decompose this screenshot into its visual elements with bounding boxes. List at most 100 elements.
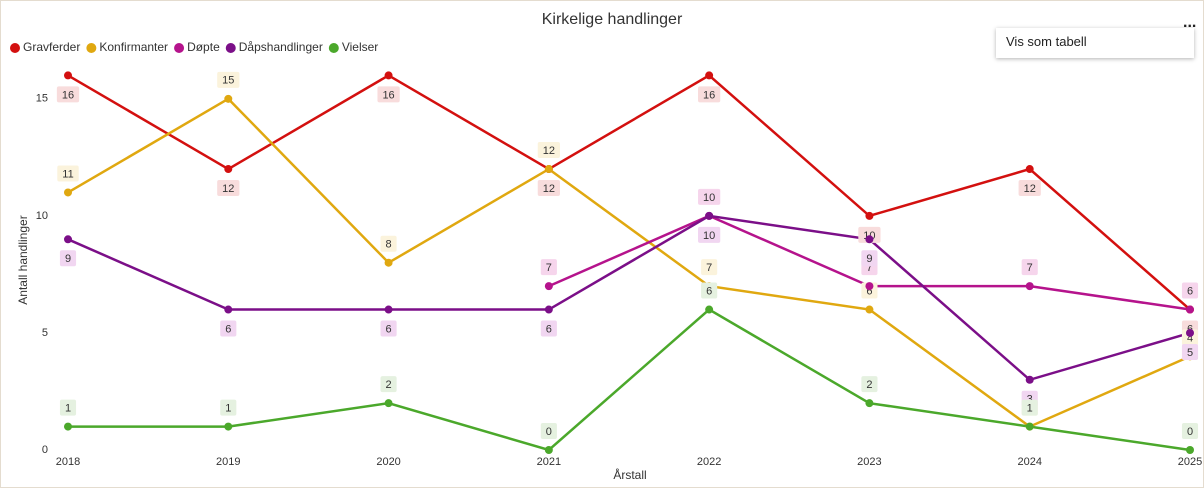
- data-point: [1186, 305, 1194, 314]
- data-label: 5: [1187, 347, 1193, 359]
- data-label: 7: [1027, 262, 1033, 274]
- data-label-bg: [217, 71, 240, 88]
- data-label: 1: [1027, 402, 1033, 414]
- data-point: [544, 446, 553, 454]
- data-label-bg: [1181, 423, 1199, 439]
- data-label: 1: [65, 402, 71, 414]
- data-label-bg: [540, 423, 557, 439]
- legend-label: Gravferder: [23, 40, 80, 54]
- data-point: [224, 94, 233, 103]
- data-label: 12: [543, 183, 555, 195]
- data-label: 6: [866, 285, 872, 297]
- data-point: [64, 422, 72, 431]
- data-label-bg: [1018, 180, 1041, 197]
- menu-item[interactable]: Vis som tabell: [996, 28, 1194, 58]
- data-label: 12: [543, 145, 555, 157]
- data-label-bg: [537, 180, 560, 197]
- data-point: [1186, 446, 1194, 454]
- data-label-bg: [377, 86, 400, 103]
- data-label: 0: [546, 426, 552, 438]
- x-tick-label: 2020: [376, 456, 400, 468]
- data-label-bg: [861, 250, 878, 267]
- data-label: 16: [382, 89, 394, 101]
- data-label: 8: [386, 239, 392, 251]
- x-tick-label: 2021: [537, 456, 561, 468]
- y-axis-title: Antall handlinger: [16, 215, 30, 304]
- data-label-bg: [1181, 343, 1199, 360]
- data-label-bg: [698, 86, 721, 103]
- data-point: [1025, 165, 1034, 174]
- data-label-bg: [537, 142, 560, 159]
- x-tick-label: 2025: [1178, 456, 1202, 468]
- data-label: 16: [703, 89, 715, 101]
- data-point: [224, 422, 233, 431]
- data-label-bg: [540, 259, 557, 276]
- data-point: [1186, 328, 1194, 337]
- data-point: [1025, 282, 1034, 291]
- data-label: 4: [1187, 332, 1193, 344]
- data-label: 2: [386, 379, 392, 391]
- data-label: 7: [546, 262, 552, 274]
- data-label: 6: [706, 285, 712, 297]
- legend-label: Konfirmanter: [99, 40, 168, 54]
- data-label: 6: [546, 323, 552, 335]
- data-label-bg: [57, 165, 79, 182]
- legend-marker: [86, 43, 97, 53]
- x-tick-label: 2023: [857, 456, 881, 468]
- data-label-bg: [217, 180, 240, 197]
- data-point: [865, 305, 874, 314]
- data-label-bg: [59, 399, 77, 416]
- data-label-bg: [220, 320, 237, 337]
- data-point: [64, 71, 72, 80]
- data-label: 1: [225, 402, 231, 414]
- data-point: [705, 211, 714, 220]
- data-label-bg: [380, 376, 397, 393]
- series-line: [67, 214, 1191, 382]
- data-point: [64, 188, 72, 197]
- data-label-bg: [220, 399, 237, 416]
- data-label: 6: [1187, 285, 1193, 297]
- data-point: [544, 165, 553, 174]
- data-point: [705, 305, 714, 314]
- data-label: 6: [225, 323, 231, 335]
- data-label-bg: [701, 259, 718, 276]
- data-label: 7: [866, 262, 872, 274]
- data-label: 12: [1024, 183, 1036, 195]
- data-label: 6: [386, 323, 392, 335]
- series-line: [68, 307, 1191, 452]
- data-label-bg: [380, 320, 397, 337]
- legend-marker: [10, 43, 20, 53]
- data-label-bg: [56, 86, 80, 103]
- legend-marker: [225, 43, 236, 53]
- data-point: [384, 71, 393, 80]
- data-label-bg: [698, 226, 721, 243]
- data-point: [64, 235, 72, 244]
- data-point: [544, 305, 553, 314]
- data-label-bg: [1021, 259, 1038, 276]
- data-point: [865, 399, 874, 408]
- series-line: [67, 97, 1191, 429]
- data-point: [865, 282, 874, 291]
- data-label: 12: [222, 183, 234, 195]
- data-label-bg: [698, 188, 721, 205]
- legend-label: Vielser: [342, 40, 378, 54]
- data-label-bg: [1181, 282, 1199, 299]
- data-label: 9: [65, 253, 71, 265]
- data-point: [224, 305, 233, 314]
- data-point: [544, 282, 553, 291]
- data-label-bg: [861, 376, 878, 393]
- data-label-bg: [858, 226, 881, 243]
- data-label: 11: [62, 168, 73, 180]
- x-tick-label: 2018: [56, 456, 80, 468]
- data-label: 0: [1187, 426, 1193, 438]
- legend-label: Dåpshandlinger: [239, 40, 323, 54]
- data-point: [224, 165, 233, 174]
- data-point: [1025, 422, 1034, 431]
- data-label: 10: [703, 192, 715, 204]
- data-label: 7: [706, 262, 712, 274]
- more-options[interactable]: ...: [1183, 14, 1197, 31]
- x-tick-label: 2022: [697, 456, 721, 468]
